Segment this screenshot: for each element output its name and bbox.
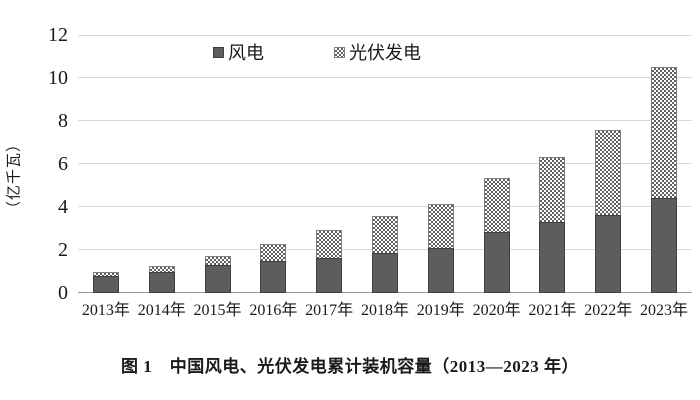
legend-label-solar: 光伏发电 [349,43,421,63]
y-axis-tick-labels: 0 2 4 6 8 10 12 [0,24,68,304]
y-tick-12: 12 [48,24,68,46]
legend-item-wind: 风电 [213,39,264,65]
segment-wind-2017年 [316,257,343,293]
segment-wind-2023年 [651,198,678,293]
segment-solar-2015年 [204,256,231,266]
segment-wind-2014年 [148,272,175,293]
x-tick-2023年: 2023年 [640,302,689,319]
bar-2022年 [595,130,622,293]
y-tick-8: 8 [58,110,68,132]
figure-caption: 图 1 中国风电、光伏发电累计装机容量（2013—2023 年） [121,357,579,376]
gridline-6 [78,163,692,164]
segment-solar-2021年 [539,156,566,223]
bar-2018年 [371,216,398,293]
bar-2016年 [260,244,287,293]
y-tick-6: 6 [58,153,68,175]
segment-solar-2023年 [651,67,678,199]
segment-solar-2020年 [483,177,510,233]
segment-wind-2021年 [539,222,566,293]
x-tick-2018年: 2018年 [360,302,409,319]
x-tick-2014年: 2014年 [137,302,186,319]
y-axis-title: （亿千瓦） [6,135,23,217]
y-tick-2: 2 [58,239,68,261]
bar-2015年 [204,256,231,293]
segment-wind-2016年 [260,260,287,293]
gridline-10 [78,77,692,78]
segment-solar-2022年 [595,130,622,215]
x-tick-2015年: 2015年 [193,302,242,319]
bar-2013年 [92,272,119,293]
y-tick-4: 4 [58,196,68,218]
bar-2019年 [427,204,454,293]
segment-solar-2017年 [316,229,343,258]
x-tick-2020年: 2020年 [472,302,521,319]
bars-container [78,35,692,293]
segment-solar-2018年 [371,216,398,254]
bar-2014年 [148,266,175,293]
segment-solar-2016年 [260,244,287,261]
x-axis-tick-labels: 2013年 2014年 2015年 2016年 2017年 2018年 2019年 2020年… [78,301,692,321]
segment-wind-2015年 [204,265,231,293]
gridline-12 [78,35,692,36]
gridline-8 [78,120,692,121]
legend-label-wind: 风电 [228,43,264,63]
bar-2023年 [651,67,678,293]
chart-legend: 风电 光伏发电 [213,39,421,65]
x-tick-2019年: 2019年 [416,302,465,319]
bar-2020年 [483,177,510,293]
segment-wind-2018年 [371,253,398,293]
x-tick-2021年: 2021年 [528,302,577,319]
y-tick-10: 10 [48,67,68,89]
x-tick-2022年: 2022年 [584,302,633,319]
solar-swatch-icon [334,46,345,58]
segment-wind-2013年 [92,276,119,293]
segment-solar-2019年 [427,204,454,248]
segment-wind-2019年 [427,247,454,293]
bar-2017年 [316,229,343,293]
y-tick-0: 0 [58,282,68,304]
bar-2021年 [539,156,566,293]
plot-area: 风电 光伏发电 [78,35,692,293]
segment-wind-2020年 [483,232,510,293]
x-tick-2013年: 2013年 [81,302,130,319]
segment-solar-2013年 [92,272,119,277]
wind-swatch-icon [213,46,224,58]
x-tick-2016年: 2016年 [249,302,298,319]
x-tick-2017年: 2017年 [305,302,354,319]
segment-wind-2022年 [595,214,622,293]
gridline-4 [78,206,692,207]
legend-item-solar: 光伏发电 [334,39,421,65]
segment-solar-2014年 [148,266,175,273]
